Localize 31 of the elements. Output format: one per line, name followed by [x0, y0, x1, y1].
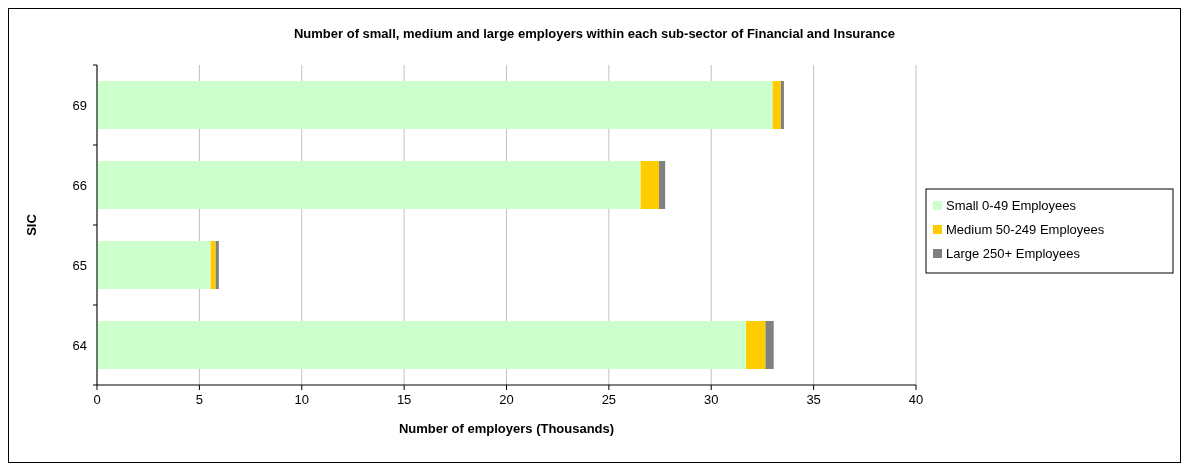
- x-tick-label: 35: [806, 392, 821, 407]
- x-tick-label: 0: [93, 392, 101, 407]
- y-tick-label: 65: [72, 258, 87, 273]
- bar: [659, 161, 666, 209]
- y-tick-label: 66: [72, 178, 87, 193]
- chart-title: Number of small, medium and large employers within each sub-sector of Financial and Insurance: [293, 26, 896, 41]
- y-axis-title: SIC: [24, 213, 39, 236]
- y-tick-label: 64: [72, 338, 87, 353]
- bar: [640, 161, 660, 209]
- bar: [215, 241, 219, 289]
- x-axis-title: Number of employers (Thousands): [398, 421, 615, 436]
- bar: [97, 241, 211, 289]
- bar: [765, 321, 774, 369]
- x-tick-label: 20: [499, 392, 514, 407]
- x-tick-label: 15: [396, 392, 412, 407]
- x-tick-label: 10: [294, 392, 309, 407]
- bar: [97, 161, 641, 209]
- legend-label: Large 250+ Employees: [946, 246, 1081, 261]
- legend-label: Small 0-49 Employees: [946, 198, 1077, 213]
- legend-label: Medium 50-249 Employees: [946, 222, 1105, 237]
- bar: [97, 321, 747, 369]
- x-tick-label: 30: [704, 392, 719, 407]
- x-tick-label: 25: [601, 392, 617, 407]
- bar: [780, 81, 784, 129]
- y-tick-label: 69: [72, 98, 87, 113]
- bar: [210, 241, 216, 289]
- bar: [746, 321, 766, 369]
- x-tick-label: 40: [908, 392, 924, 407]
- bar: [772, 81, 781, 129]
- bar: [97, 81, 773, 129]
- x-tick-label: 5: [195, 392, 203, 407]
